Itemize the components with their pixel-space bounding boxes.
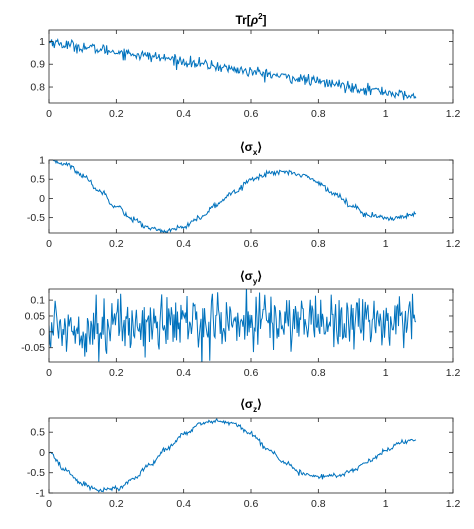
title-sigma-z-sub: z: [253, 405, 257, 414]
x-tick-label-sigma-z: 1: [383, 498, 389, 510]
title-sigma-x-close: ⟩: [257, 140, 262, 154]
title-sigma-y-close: ⟩: [257, 269, 262, 283]
x-tick-label-sigma-z: 0.6: [244, 498, 259, 510]
y-tick-label-sigma-x: 0: [39, 193, 45, 205]
x-tick-label-sigma-y: 1: [383, 367, 389, 379]
plot-area-sigma-z: 0 0.2 0.4 0.6 0.8 1 1.2 -1 -0.5 0 0.5: [27, 417, 461, 510]
title-sigma-x-main: ⟨σ: [240, 140, 253, 154]
subplot-sigma-x: ⟨σx⟩ 0 0.2 0.4 0.6 0.8 1 1.2 -0.5 0 0.5 1: [27, 140, 461, 250]
x-tick-label-sigma-z: 0.8: [311, 498, 326, 510]
x-tick-label-purity: 0: [46, 108, 52, 120]
x-tick-label-sigma-x: 0.4: [176, 238, 191, 250]
x-tick-label-sigma-x: 0.2: [109, 238, 124, 250]
title-purity: Tr[ρ2]: [235, 12, 266, 27]
x-tick-label-sigma-z: 0.4: [176, 498, 191, 510]
plot-area-sigma-y: 0 0.2 0.4 0.6 0.8 1 1.2 -0.05 0 0.05 0.1: [21, 288, 461, 379]
x-tick-label-purity: 0.6: [244, 108, 259, 120]
x-tick-label-sigma-x: 1.2: [446, 238, 461, 250]
x-tick-label-sigma-z: 0.2: [109, 498, 124, 510]
series-line-sigma-x: [50, 160, 417, 233]
series-line-purity: [49, 37, 417, 101]
y-tick-label-sigma-y: -0.05: [21, 342, 45, 354]
title-purity-sup: 2: [258, 12, 263, 21]
x-tick-label-purity: 1.2: [446, 108, 461, 120]
title-sigma-z-close: ⟩: [257, 397, 262, 411]
y-tick-label-sigma-z: -0.5: [27, 467, 45, 479]
x-tick-label-sigma-x: 0.8: [311, 238, 326, 250]
x-tick-label-sigma-x: 0: [46, 238, 52, 250]
subplot-sigma-z: ⟨σz⟩ 0 0.2 0.4 0.6 0.8 1 1.2 -1 -0.5 0 0.5: [27, 397, 461, 510]
y-tick-label-purity: 0.9: [30, 59, 45, 71]
y-tick-label-sigma-x: 0.5: [30, 174, 45, 186]
y-tick-label-sigma-z: 0.5: [30, 427, 45, 439]
x-tick-label-purity: 0.4: [176, 108, 191, 120]
title-sigma-y: ⟨σy⟩: [240, 269, 262, 286]
y-tick-label-sigma-x: -0.5: [27, 212, 45, 224]
title-sigma-y-sub: y: [253, 277, 258, 286]
x-tick-label-purity: 0.2: [109, 108, 124, 120]
x-tick-label-sigma-x: 1: [383, 238, 389, 250]
plot-area-purity: 0 0.2 0.4 0.6 0.8 1 1.2 0.8 0.9 1: [30, 29, 461, 120]
title-purity-symbol: ρ: [250, 13, 258, 27]
y-tick-label-sigma-z: -1: [36, 488, 45, 500]
x-tick-label-purity: 0.8: [311, 108, 326, 120]
y-tick-label-sigma-y: 0: [39, 326, 45, 338]
y-tick-label-sigma-z: 0: [39, 447, 45, 459]
x-tick-label-sigma-y: 0: [46, 367, 52, 379]
title-purity-main: Tr[: [235, 13, 250, 27]
plot-area-sigma-x: 0 0.2 0.4 0.6 0.8 1 1.2 -0.5 0 0.5 1: [27, 155, 461, 251]
x-tick-label-sigma-y: 0.4: [176, 367, 191, 379]
title-sigma-z-main: ⟨σ: [240, 397, 253, 411]
y-tick-label-sigma-x: 1: [39, 155, 45, 167]
y-tick-label-purity: 1: [39, 36, 45, 48]
title-sigma-x: ⟨σx⟩: [240, 140, 262, 157]
y-tick-label-sigma-y: 0.1: [30, 295, 45, 307]
x-tick-label-sigma-x: 0.6: [244, 238, 259, 250]
x-tick-label-purity: 1: [383, 108, 389, 120]
series-line-sigma-y: [49, 289, 417, 362]
x-tick-label-sigma-z: 1.2: [446, 498, 461, 510]
x-tick-label-sigma-y: 0.8: [311, 367, 326, 379]
series-line-sigma-z: [49, 418, 417, 493]
subplot-sigma-y: ⟨σy⟩ 0 0.2 0.4 0.6 0.8 1 1.2 -0.05 0 0.05 0.1: [21, 269, 460, 379]
x-tick-label-sigma-y: 1.2: [446, 367, 461, 379]
x-tick-label-sigma-y: 0.2: [109, 367, 124, 379]
x-tick-label-sigma-z: 0: [46, 498, 52, 510]
subplot-purity: Tr[ρ2] 0 0.2 0.4 0.6 0.8 1 1.2 0.8 0.9 1: [30, 12, 460, 120]
title-sigma-y-main: ⟨σ: [240, 269, 253, 283]
y-tick-label-sigma-y: 0.05: [25, 310, 46, 322]
title-purity-close: ]: [263, 13, 267, 27]
y-tick-label-purity: 0.8: [30, 82, 45, 94]
x-tick-label-sigma-y: 0.6: [244, 367, 259, 379]
title-sigma-z: ⟨σz⟩: [240, 397, 262, 414]
title-sigma-x-sub: x: [253, 148, 258, 157]
